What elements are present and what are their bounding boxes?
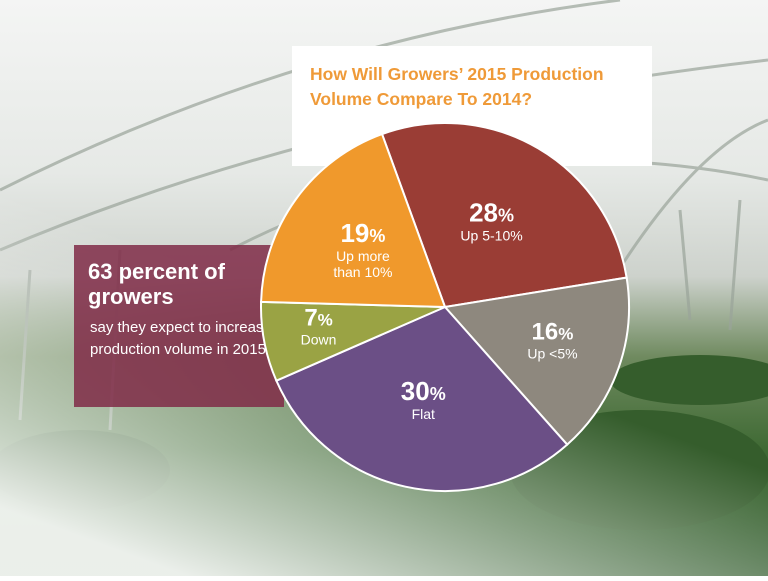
slice-category-label: Down bbox=[301, 332, 337, 348]
pie-slice bbox=[260, 132, 447, 309]
slice-value-label: 16% bbox=[532, 318, 574, 345]
slice-value-label: 19% bbox=[340, 218, 385, 248]
slice-category-label: than 10% bbox=[333, 264, 392, 280]
callout-body: say they expect to increase production v… bbox=[90, 319, 272, 358]
slice-value-label: 28% bbox=[469, 198, 514, 228]
chart-title: How Will Growers’ 2015 Production Volume… bbox=[310, 64, 604, 109]
slice-category-label: Flat bbox=[412, 406, 435, 422]
pie-slice bbox=[275, 305, 569, 492]
slice-category-label: Up <5% bbox=[527, 345, 577, 361]
slice-value-label: 30% bbox=[401, 376, 446, 406]
slice-value-label: 7% bbox=[304, 305, 332, 332]
pie-slice bbox=[443, 276, 630, 447]
callout-box bbox=[74, 245, 284, 407]
callout-headline: 63 percent of growers bbox=[88, 259, 225, 309]
slice-category-label: Up 5-10% bbox=[460, 228, 522, 244]
pie-slice bbox=[380, 122, 628, 309]
slice-category-label: Up more bbox=[336, 248, 390, 264]
